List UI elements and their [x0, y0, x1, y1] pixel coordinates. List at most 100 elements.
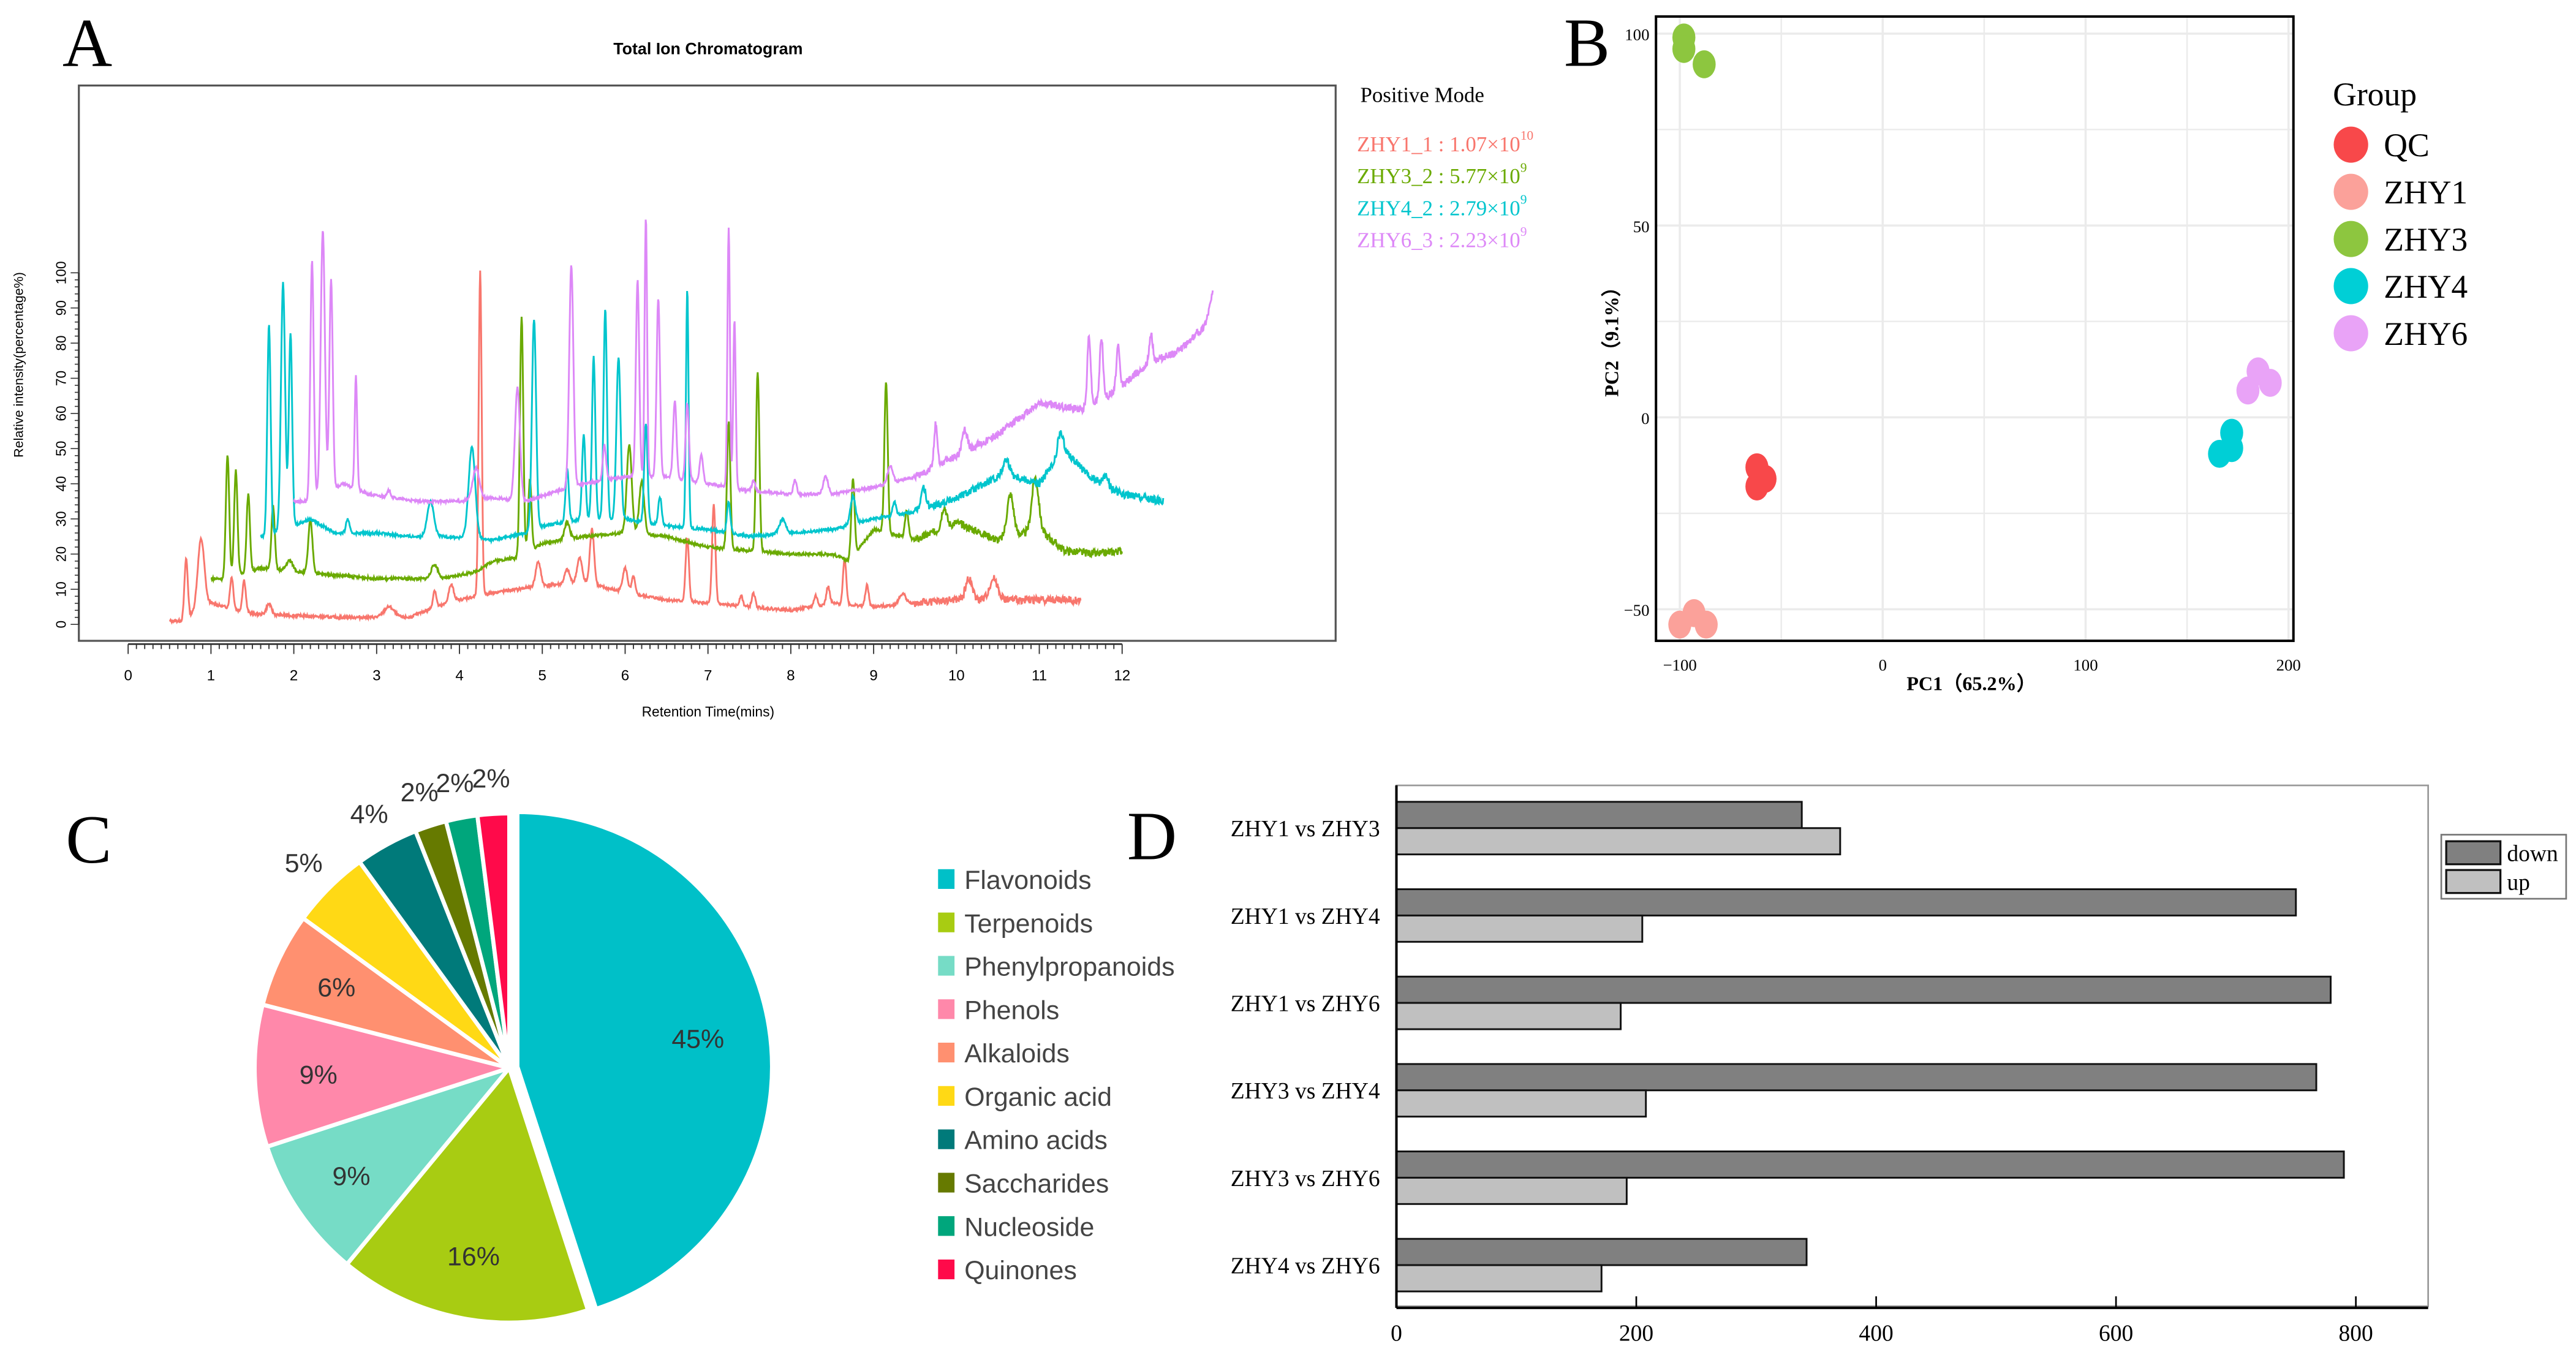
- pie-label: 4%: [350, 799, 388, 829]
- trace-ZHY3_2: [210, 316, 1123, 584]
- legend-label-down: down: [2507, 841, 2558, 866]
- bar-down: [1396, 1063, 2317, 1092]
- chromatogram-traces: [168, 219, 1214, 625]
- pie-label: 5%: [285, 849, 323, 879]
- legend-label: Quinones: [964, 1256, 1077, 1285]
- pie-slice-terpenoids: [344, 1064, 591, 1325]
- y-tick-label: 40: [53, 476, 69, 491]
- x-tick-label: 10: [948, 667, 965, 684]
- legend-swatch-up: [2445, 869, 2502, 894]
- trace-ZHY6_3: [293, 219, 1214, 507]
- category-label: ZHY1 vs ZHY3: [1231, 817, 1380, 842]
- pie-slice-phenylpropanoids: [264, 1064, 516, 1268]
- y-tick-label: 0: [1641, 409, 1649, 428]
- legend-label: Phenols: [964, 996, 1059, 1025]
- pie-label: 2%: [472, 765, 510, 794]
- legend-swatch: [938, 1129, 955, 1149]
- category-label: ZHY3 vs ZHY6: [1231, 1166, 1380, 1192]
- category-label: ZHY4 vs ZHY6: [1231, 1254, 1380, 1279]
- legend-label-ZHY1: ZHY1: [2384, 174, 2468, 211]
- bar-legend: down up: [2440, 834, 2567, 900]
- legend-label: ZHY3_2 : 5.77×10: [1357, 164, 1520, 188]
- x-tick-label: 0: [124, 667, 132, 684]
- bar-down: [1396, 1238, 1808, 1266]
- bar-axes: 0 200 400 600 800: [1391, 785, 2428, 1346]
- x-tick-label: 11: [1032, 667, 1047, 684]
- point-ZHY6: [2259, 369, 2282, 397]
- bar-up: [1396, 1176, 1628, 1205]
- y-tick-label: 30: [53, 511, 69, 526]
- panel-label-c: C: [66, 802, 111, 878]
- bar-down: [1396, 1151, 2345, 1179]
- x-tick-label: 200: [2276, 656, 2301, 674]
- legend-swatch-ZHY6: [2333, 315, 2368, 352]
- pca-grid: [1656, 16, 2294, 641]
- y-tick-label: 60: [53, 406, 69, 421]
- pie-label: 2%: [401, 778, 439, 807]
- point-ZHY6: [2236, 376, 2260, 405]
- legend-exponent: 10: [1520, 128, 1533, 143]
- pie-slice-phenols: [252, 1002, 517, 1149]
- legend-swatch-ZHY4: [2333, 268, 2368, 304]
- legend-swatch-QC: [2333, 126, 2368, 163]
- x-axis-label: Retention Time(mins): [642, 703, 775, 719]
- pca-panel: −100 0 100 200 −50 0 50 100 PC1（65.2%） PC2（9.1%…: [1601, 15, 2468, 694]
- legend-label: Alkaloids: [964, 1039, 1070, 1068]
- x-tick-label: 6: [621, 667, 629, 684]
- pca-ticks: −100 0 100 200 −50 0 50 100: [1624, 26, 2301, 674]
- legend-exponent: 9: [1520, 192, 1527, 207]
- legend-swatch: [938, 1173, 955, 1193]
- legend-label-ZHY4: ZHY4: [2384, 268, 2468, 305]
- chromatogram-title: Total Ion Chromatogram: [613, 40, 803, 58]
- x-tick-label: 800: [2338, 1321, 2373, 1346]
- legend-label: ZHY1_1 : 1.07×10: [1357, 132, 1520, 156]
- panel-label-b: B: [1564, 5, 1610, 81]
- y-tick-label: −50: [1624, 601, 1650, 619]
- category-label: ZHY3 vs ZHY4: [1231, 1079, 1380, 1104]
- legend-swatch: [938, 1259, 955, 1280]
- legend-label: ZHY4_2 : 2.79×10: [1357, 196, 1520, 220]
- y-tick-label: 100: [53, 261, 69, 284]
- x-tick-label: 12: [1114, 667, 1130, 684]
- point-ZHY4: [2208, 440, 2231, 468]
- pie-label: 16%: [447, 1242, 500, 1272]
- legend-label: Saccharides: [964, 1170, 1109, 1199]
- pie-label: 45%: [671, 1025, 724, 1054]
- pie-label: 9%: [332, 1162, 370, 1192]
- y-tick-label: 50: [53, 441, 69, 456]
- legend-label: Flavonoids: [964, 866, 1091, 895]
- pc1-label: PC1（65.2%）: [1906, 672, 2036, 694]
- legend-entry-ZHY6_3: ZHY6_3 : 2.23×109: [1357, 224, 1527, 252]
- category-label: ZHY1 vs ZHY4: [1231, 904, 1380, 929]
- point-QC: [1753, 464, 1777, 493]
- bar-up: [1396, 827, 1841, 856]
- legend-exponent: 9: [1520, 224, 1527, 239]
- pca-frame: [1655, 15, 2295, 643]
- legend-label: Nucleoside: [964, 1212, 1094, 1242]
- y-tick-label: 80: [53, 335, 69, 350]
- pie-slice-flavonoids: [515, 810, 774, 1312]
- pie-slice-quinones: [475, 811, 512, 1068]
- legend-swatch: [938, 869, 955, 889]
- pie-legend: Flavonoids Terpenoids Phenylpropanoids Phen…: [938, 866, 1175, 1285]
- x-tick-label: 7: [704, 667, 712, 684]
- legend-swatch: [938, 999, 955, 1019]
- x-tick-label: 100: [2073, 656, 2098, 674]
- point-ZHY1: [1694, 610, 1718, 639]
- legend-swatch-down: [2445, 840, 2502, 866]
- legend-swatch-ZHY3: [2333, 221, 2368, 257]
- x-tick-label: 9: [869, 667, 877, 684]
- legend-entry-ZHY4_2: ZHY4_2 : 2.79×109: [1357, 192, 1527, 221]
- legend-swatch: [938, 956, 955, 976]
- group-legend: QC ZHY1 ZHY3 ZHY4 ZHY6: [2333, 126, 2468, 352]
- bar-down: [1396, 975, 2332, 1004]
- y-tick-label: 70: [53, 371, 69, 386]
- pie-chart: 45%16%9%9%6%5%4%2%2%2%: [252, 765, 774, 1325]
- y-tick-label: 10: [53, 581, 69, 597]
- bar-up: [1396, 914, 1644, 943]
- bar-marks: ZHY1 vs ZHY3 ZHY1 vs ZHY4 ZHY1 vs ZHY6 ZHY3…: [1231, 801, 2345, 1293]
- pie-label: 9%: [300, 1060, 338, 1090]
- legend-swatch: [938, 1216, 955, 1236]
